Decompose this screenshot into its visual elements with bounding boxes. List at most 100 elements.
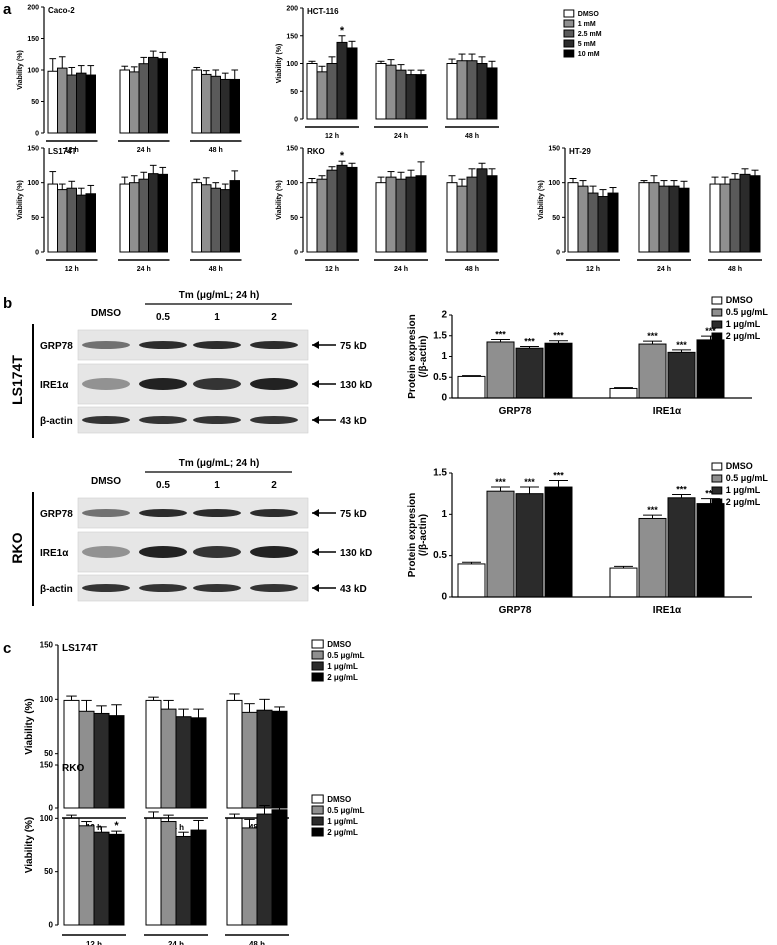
y-tick-label: 0 [294,117,298,124]
y-tick-label: 200 [286,6,298,13]
band-name: IRE1α [40,548,69,559]
legend-swatch [311,639,324,649]
arrow-head [312,416,319,424]
blot-band [193,584,241,592]
bar-48h-2 [256,813,273,926]
bar-IRE1α-3 [696,339,725,399]
legend-swatch [711,462,723,471]
legend-swatch [563,19,575,28]
chart-title: Caco-2 [48,6,75,15]
bar-48h-3 [220,78,231,134]
y-tick-label: 100 [548,180,560,187]
lane-label-dose: 1 [214,312,220,323]
bar-12h-1 [57,189,68,253]
category-label: 12 h [86,940,102,945]
blot-band [82,341,130,349]
bar-12h-4 [85,193,96,253]
legend-label: 1 μg/mL [726,485,761,495]
bar-48h-1 [456,60,468,120]
blot-band [82,378,130,390]
y-tick-label: 150 [27,36,39,43]
bar-24h-3 [405,74,417,120]
y-tick-label: 0 [441,393,447,404]
bar-24h-1 [648,182,660,253]
arrow-head [312,548,319,556]
bar-24h-1 [160,821,177,926]
y-tick-label: 0 [441,592,447,603]
bar-12h-2 [93,712,110,809]
category-label: 24 h [394,133,408,140]
legend-swatch [711,474,723,483]
blot-band [193,509,241,517]
bar-48h-1 [201,73,212,134]
significance-marker: *** [705,326,716,336]
bar-24h-4 [157,58,168,134]
legend-swatch [311,661,324,671]
band-name: β-actin [40,584,73,595]
legend-swatch [711,498,723,507]
significance-marker: *** [705,489,716,499]
bar-IRE1α-2 [667,351,696,399]
bar-12h-4 [346,47,358,120]
bar-48h-0 [709,183,721,253]
y-axis-label: Viability (%) [17,50,24,90]
arrow-head [312,584,319,592]
bar-12h-3 [336,41,348,120]
category-label: 48 h [465,266,479,273]
category-label: 24 h [394,266,408,273]
y-tick-label: 0.5 [433,372,447,383]
bar-24h-1 [129,71,140,134]
bar-24h-2 [175,835,192,926]
significance-marker: * [340,25,345,37]
significance-marker: *** [495,477,506,487]
blot-band [250,416,298,424]
bar-24h-2 [175,716,192,809]
blot-band [139,341,187,349]
band-name: β-actin [40,416,73,427]
significance-marker: *** [647,505,658,515]
category-label: 48 h [209,266,223,273]
bar-48h-3 [271,809,288,926]
y-axis-label: Viability (%) [538,180,545,220]
y-tick-label: 100 [40,814,54,823]
bar-12h-3 [108,715,125,809]
y-axis-label: Viability (%) [24,817,35,874]
legend-swatch [563,39,575,48]
significance-marker: *** [524,477,535,487]
blot-band [139,416,187,424]
blot-band [82,416,130,424]
cell-line-label: RKO [9,532,25,563]
y-tick-label: 1.5 [433,330,447,341]
bar-GRP78-0 [457,563,486,598]
bar-24h-0 [375,63,387,120]
legend-label: 10 mM [578,51,600,58]
bar-24h-1 [160,708,177,809]
bar-24h-0 [638,182,650,253]
chart-c-rko: 0 50 100 150 Viability (%) RKO 12 h 24 h 48 h * [24,761,289,945]
category-label: 12 h [325,266,339,273]
bar-24h-0 [375,182,387,253]
y-tick-label: 200 [27,5,39,12]
legend-label: 2 μg/mL [726,497,761,507]
bar-24h-4 [678,187,690,253]
bar-12h-1 [78,825,95,926]
bar-12h-2 [326,169,338,253]
blot-band [250,341,298,349]
blot-band [139,378,187,390]
legend-swatch [311,794,324,804]
legend-swatch [311,816,324,826]
legend-label: DMSO [327,795,351,804]
bar-12h-0 [567,182,579,253]
y-tick-label: 150 [286,146,298,153]
bar-GRP78-0 [457,375,486,399]
y-tick-label: 1 [441,351,447,362]
y-tick-label: 1.5 [433,468,447,479]
y-tick-label: 2 [441,310,447,321]
legend-label: DMSO [726,461,753,471]
legend-label: DMSO [327,640,351,649]
bar-48h-2 [466,176,478,253]
y-tick-label: 100 [40,695,54,704]
bar-24h-0 [119,183,130,253]
